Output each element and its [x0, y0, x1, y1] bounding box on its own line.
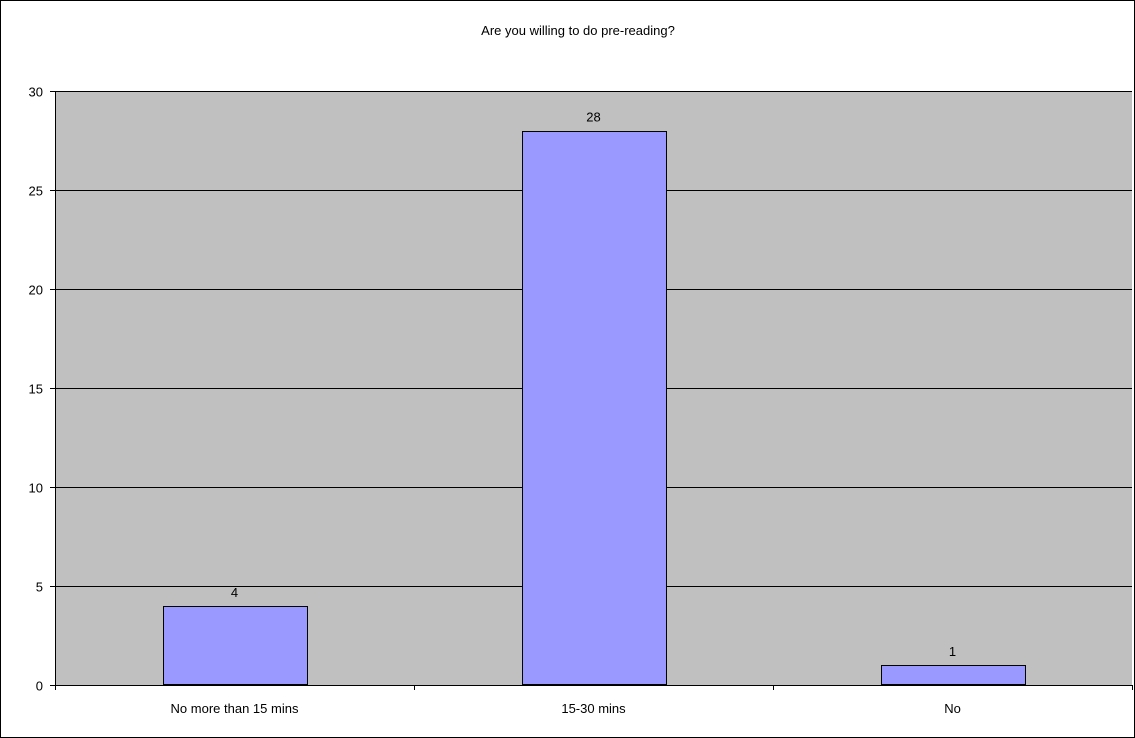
- x-tick-labels: No more than 15 mins 15-30 mins No: [171, 701, 961, 716]
- y-tick-label-0: 0: [36, 679, 43, 694]
- x-tick-label-1: No more than 15 mins: [171, 701, 299, 716]
- bar-1: [163, 606, 308, 685]
- y-tick-label-10: 10: [29, 481, 43, 496]
- axes: [50, 91, 1133, 690]
- data-label-2: 28: [586, 110, 600, 125]
- bar-3: [881, 665, 1026, 685]
- bars: [163, 131, 1026, 685]
- y-tick-label-30: 30: [29, 85, 43, 100]
- y-tick-labels: 0 5 10 15 20 25 30: [29, 85, 43, 694]
- y-tick-label-5: 5: [36, 580, 43, 595]
- data-label-1: 4: [231, 585, 238, 600]
- bar-2: [522, 131, 667, 685]
- data-label-3: 1: [949, 644, 956, 659]
- y-tick-label-20: 20: [29, 283, 43, 298]
- data-labels: 4 28 1: [231, 110, 956, 660]
- chart-title: Are you willing to do pre-reading?: [481, 23, 675, 38]
- x-tick-label-3: No: [944, 701, 961, 716]
- y-tick-label-15: 15: [29, 382, 43, 397]
- x-tick-label-2: 15-30 mins: [561, 701, 626, 716]
- y-tick-label-25: 25: [29, 184, 43, 199]
